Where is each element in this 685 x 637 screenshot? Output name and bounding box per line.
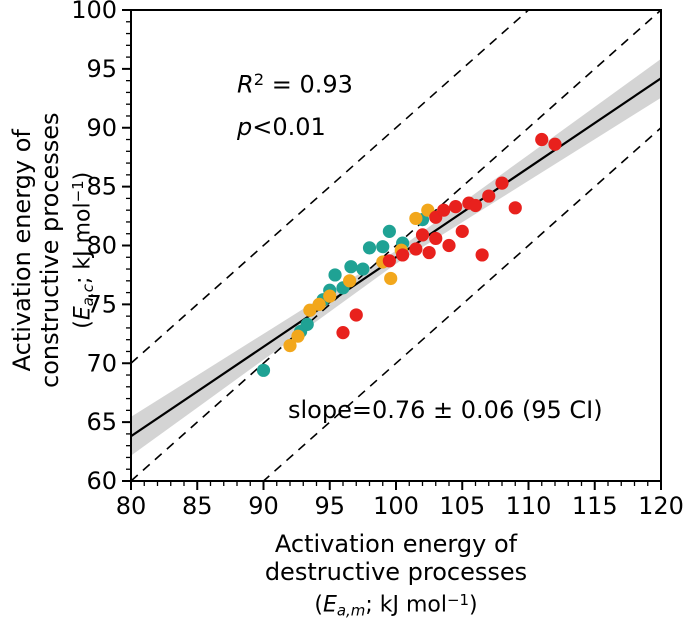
data-point	[343, 274, 357, 288]
y-tick-label: 60	[86, 467, 117, 495]
data-point	[409, 242, 423, 256]
data-point	[323, 289, 337, 303]
data-point	[442, 238, 456, 253]
r-squared-annotation: R2 = 0.93	[237, 70, 353, 99]
data-point	[382, 224, 396, 238]
data-point	[382, 254, 396, 268]
y-tick-label: 90	[86, 114, 117, 142]
x-tick-label: 100	[373, 492, 419, 520]
x-tick-label: 115	[572, 492, 618, 520]
x-axis-label-units: (Ea,m; kJ mol−1)	[314, 591, 478, 620]
y-axis-label-units: (Ea,c; kJ mol−1)	[68, 171, 98, 329]
data-point	[349, 308, 363, 322]
x-axis: 80 85 90 95 100 105 110 115 120	[116, 481, 684, 520]
series-red	[336, 132, 562, 340]
x-tick-label: 110	[506, 492, 552, 520]
slope-annotation: slope=0.76 ± 0.06 (95 CI)	[288, 396, 603, 424]
plot-content	[131, 10, 661, 481]
data-point	[328, 268, 342, 282]
data-point	[437, 203, 451, 217]
x-tick-label: 105	[439, 492, 485, 520]
data-point	[300, 317, 314, 331]
x-tick-label: 120	[638, 492, 684, 520]
dashed-line	[131, 10, 530, 364]
x-axis-label-line2: destructive processes	[264, 558, 528, 586]
data-point	[449, 200, 463, 214]
y-tick-label: 95	[86, 55, 117, 83]
x-axis-label: Activation energy of destructive process…	[131, 530, 661, 624]
x-tick-label: 95	[314, 492, 345, 520]
data-point	[376, 240, 390, 254]
data-point	[356, 262, 370, 276]
data-point	[336, 326, 350, 340]
y-tick-label: 70	[86, 349, 117, 377]
data-point	[362, 241, 377, 255]
y-axis-label: Activation energy of constructive proces…	[8, 10, 102, 490]
data-point	[344, 260, 358, 274]
dashed-reference-lines	[131, 10, 661, 481]
data-point	[429, 231, 443, 246]
y-tick-label: 65	[86, 408, 117, 436]
data-point	[415, 228, 430, 242]
data-point	[409, 211, 423, 226]
data-point	[283, 338, 297, 353]
data-point	[312, 297, 326, 311]
data-point	[468, 198, 483, 213]
y-tick-label: 75	[86, 290, 117, 318]
y-axis-label-line2: constructive processes	[35, 112, 64, 388]
x-tick-label: 85	[182, 492, 213, 520]
x-axis-label-line1: Activation energy of	[274, 530, 518, 558]
p-value-annotation: p<0.01	[237, 113, 326, 141]
dashed-line	[131, 10, 661, 481]
data-point	[482, 189, 496, 203]
dashed-line	[262, 127, 661, 481]
data-point	[455, 224, 469, 238]
data-point	[256, 363, 271, 377]
data-point	[475, 248, 489, 262]
data-point	[495, 176, 509, 190]
y-axis: 60 65 70 75 80 85 90 95 100	[71, 0, 131, 495]
data-point	[548, 137, 562, 151]
data-point	[535, 132, 549, 147]
data-point	[422, 245, 436, 260]
regression-line	[131, 77, 661, 438]
data-point	[291, 329, 305, 343]
y-tick-label: 85	[86, 173, 117, 201]
y-tick-label: 80	[86, 232, 117, 260]
y-tick-label: 100	[71, 0, 117, 24]
x-tick-label: 80	[116, 492, 147, 520]
series-teal	[256, 212, 430, 377]
data-point	[396, 248, 410, 262]
x-tick-label: 90	[248, 492, 279, 520]
data-point	[384, 271, 398, 286]
data-point	[508, 201, 522, 215]
y-axis-label-line1: Activation energy of	[7, 129, 36, 372]
